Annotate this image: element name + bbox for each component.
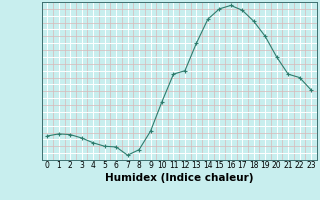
X-axis label: Humidex (Indice chaleur): Humidex (Indice chaleur) [105, 173, 253, 183]
